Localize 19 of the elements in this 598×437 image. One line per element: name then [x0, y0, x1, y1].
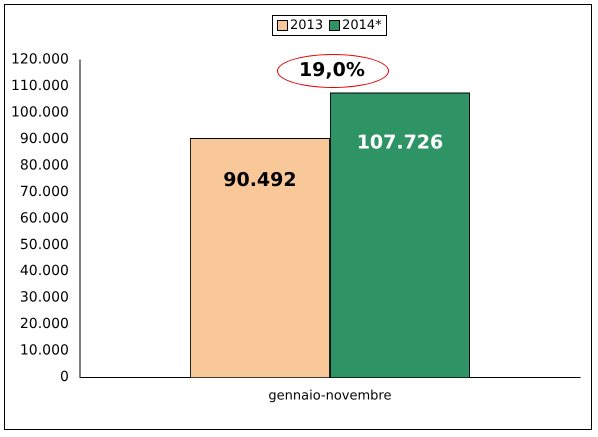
y-tick-label: 0	[60, 369, 69, 386]
legend-label: 2013	[289, 18, 324, 33]
legend-label: 2014*	[341, 18, 382, 33]
y-tick-label: 10.000	[20, 342, 69, 359]
data-label: 90.492	[223, 169, 297, 192]
y-tick-label: 30.000	[20, 290, 69, 306]
y-tick-label: 60.000	[20, 210, 69, 226]
y-tick-label: 110.000	[10, 78, 69, 94]
y-tick-label: 20.000	[20, 316, 69, 332]
y-tick-label: 80.000	[20, 157, 69, 174]
y-tick-label: 120.000	[10, 52, 69, 68]
y-tick-label: 40.000	[20, 263, 69, 280]
y-tick-label: 50.000	[20, 236, 69, 253]
y-tick-label: 90.000	[20, 130, 69, 147]
x-tick-label: gennaio-novembre	[268, 388, 392, 404]
y-tick-label: 100.000	[10, 104, 69, 121]
y-tick-label: 70.000	[20, 184, 69, 200]
data-label: 107.726	[356, 132, 444, 154]
annotation: 19,0%	[298, 59, 365, 81]
